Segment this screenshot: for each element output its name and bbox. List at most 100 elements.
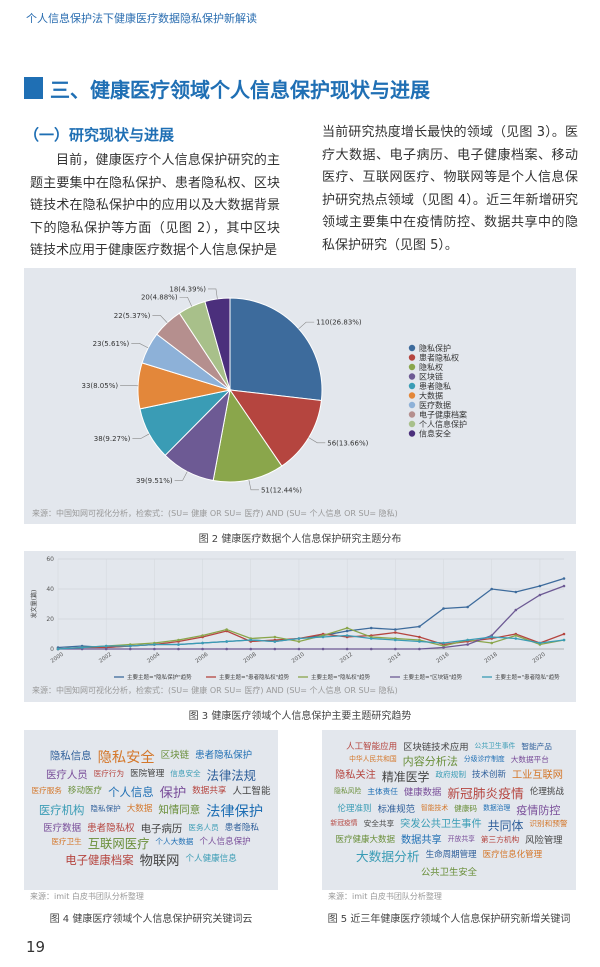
data-point: [321, 635, 325, 639]
data-point: [345, 629, 349, 633]
data-point: [153, 647, 156, 651]
data-point: [128, 647, 132, 651]
data-point: [562, 638, 566, 642]
data-point: [514, 634, 518, 637]
y-tick-label: 0: [50, 646, 54, 653]
data-point: [249, 638, 253, 642]
legend-label: 主要主题="隐私保护"趋势: [127, 673, 192, 681]
data-label: 39(9.51%): [136, 477, 173, 485]
legend-marker: [408, 344, 416, 352]
keyword: 医疗健康大数据: [335, 835, 395, 846]
keyword: 人工智能: [232, 785, 271, 797]
x-tick-label: 2020: [532, 651, 547, 664]
legend-label: 区块链: [419, 371, 443, 381]
data-point: [273, 647, 277, 651]
keyword: 知情同意: [158, 803, 201, 816]
keyword: 开放共享: [447, 835, 475, 844]
keyword: 伦理准则: [337, 803, 372, 814]
legend-label: 患者隐私: [419, 381, 451, 391]
x-tick-label: 2002: [98, 652, 113, 665]
data-point: [490, 641, 494, 645]
keyword: 疫情防控: [516, 803, 561, 817]
x-tick-label: 2000: [50, 651, 65, 664]
legend-label: 主要主题="患者隐私权"趋势: [219, 673, 290, 681]
data-point: [104, 647, 108, 651]
keyword: 医疗数据: [43, 822, 82, 834]
series-line: [57, 627, 565, 650]
data-point: [514, 590, 518, 594]
series-line: [57, 634, 565, 650]
legend-marker: [408, 401, 416, 409]
data-label: 56(13.66%): [327, 439, 368, 447]
data-point: [394, 628, 397, 631]
keyword: 法律法规: [206, 768, 257, 783]
y-tick-label: 60: [46, 556, 54, 563]
x-tick-label: 2018: [484, 651, 499, 664]
data-point: [562, 632, 566, 636]
keyword: 隐私风险: [334, 786, 362, 795]
keyword: 电子病历: [140, 822, 183, 835]
data-point: [538, 641, 542, 645]
legend-marker: [408, 373, 416, 380]
keyword: 政府规制: [435, 770, 466, 780]
data-point: [297, 640, 301, 643]
word-cloud: 隐私信息 隐私安全 区块链 患者隐私保护 医疗人员 医疗行为 医院管理 信息安全 法律法规 医疗服…: [24, 730, 278, 890]
x-tick-label: 2006: [195, 651, 210, 664]
data-label: 110(26.83%): [316, 319, 362, 327]
data-point: [490, 587, 494, 591]
keyword: 智能产品: [521, 741, 552, 751]
keyword: 大数据平台: [510, 755, 549, 765]
x-tick-label: 2010: [291, 651, 306, 664]
data-point: [442, 646, 445, 649]
data-point: [442, 607, 445, 610]
data-point: [225, 640, 228, 643]
series-line: [58, 585, 565, 650]
data-point: [80, 646, 84, 649]
keyword: 个人大数据: [155, 837, 194, 847]
data-point: [538, 593, 542, 597]
data-point: [273, 640, 277, 643]
keyword: 智能技术: [420, 803, 449, 812]
y-axis-label: 发文量(篇): [30, 590, 38, 619]
legend-marker: [408, 363, 416, 371]
y-tick-label: 40: [46, 586, 54, 593]
leader-line: [207, 288, 218, 299]
leader-line: [308, 437, 326, 444]
keyword: 人工智能应用: [346, 741, 398, 752]
keyword: 隐私保护: [90, 803, 121, 813]
data-point: [538, 584, 542, 588]
keyword: 标准规范: [377, 803, 415, 815]
legend-label: 主要主题="隐私权"趋势: [311, 673, 371, 681]
legend-label: 患者隐私权: [419, 352, 459, 362]
keyword: 电子健康档案: [65, 853, 134, 868]
data-point: [418, 635, 421, 639]
line-chart: 来源：中国知网可视化分析，检索式：(SU= 健康 OR SU= 医疗) AND …: [30, 556, 566, 695]
keyword: 分级诊疗制度: [463, 755, 505, 764]
y-tick-label: 20: [46, 616, 54, 623]
keyword: 医疗卫生: [51, 837, 82, 847]
x-tick-label: 2014: [387, 651, 402, 664]
keyword: 数据治理: [483, 803, 511, 812]
data-point: [225, 647, 228, 651]
keyword: 伦理挑战: [529, 786, 564, 797]
data-point: [514, 608, 518, 612]
data-point: [442, 641, 445, 645]
data-point: [201, 641, 204, 645]
keyword: 法律保护: [206, 803, 264, 820]
keyword: 健康数据: [403, 786, 442, 798]
leader-line: [179, 296, 192, 307]
data-point: [345, 634, 349, 637]
keyword: 健康码: [454, 803, 478, 813]
data-point: [466, 643, 469, 646]
keyword: 工业互联网: [511, 770, 563, 782]
pie-slice: [204, 297, 231, 391]
data-point: [345, 647, 349, 651]
figure-caption: 图 3 健康医疗领域个人信息保护主要主题研究趋势: [188, 711, 412, 722]
data-point: [562, 584, 566, 588]
leader-line: [174, 471, 188, 481]
paragraph: 当前研究热度增长最快的领域（见图 3）。医疗大数据、电子病历、电子健康档案、移动…: [322, 125, 578, 253]
keyword: 患者隐私保护: [195, 749, 253, 761]
section-title: 三、健康医疗领域个人信息保护现状与进展: [50, 78, 430, 102]
keyword: 医疗行为: [93, 768, 125, 778]
data-point: [466, 605, 469, 609]
